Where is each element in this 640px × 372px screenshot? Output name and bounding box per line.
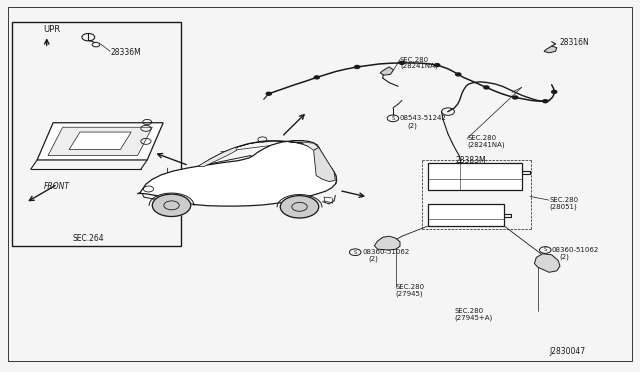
Text: SEC.264: SEC.264 bbox=[72, 234, 104, 243]
Text: SEC.280: SEC.280 bbox=[467, 135, 497, 141]
Circle shape bbox=[543, 100, 548, 103]
Circle shape bbox=[280, 196, 319, 218]
Polygon shape bbox=[138, 141, 337, 206]
Polygon shape bbox=[534, 254, 560, 272]
Text: (28051): (28051) bbox=[549, 203, 577, 210]
Text: SEC.280: SEC.280 bbox=[549, 197, 579, 203]
Polygon shape bbox=[198, 147, 237, 167]
Text: SEC.280: SEC.280 bbox=[400, 57, 429, 62]
Polygon shape bbox=[48, 127, 152, 155]
Circle shape bbox=[435, 64, 440, 67]
Text: (28241NA): (28241NA) bbox=[467, 142, 505, 148]
Circle shape bbox=[513, 96, 518, 99]
Circle shape bbox=[552, 90, 557, 93]
Circle shape bbox=[399, 61, 404, 64]
Circle shape bbox=[152, 194, 191, 217]
Circle shape bbox=[314, 76, 319, 79]
Text: 28336M: 28336M bbox=[110, 48, 141, 57]
Bar bbox=[12, 22, 181, 246]
Polygon shape bbox=[287, 141, 319, 150]
Polygon shape bbox=[69, 132, 131, 150]
Text: (2): (2) bbox=[407, 122, 417, 129]
Circle shape bbox=[266, 92, 271, 95]
Circle shape bbox=[355, 65, 360, 68]
Circle shape bbox=[484, 86, 489, 89]
Text: (2): (2) bbox=[369, 255, 378, 262]
Text: UPR: UPR bbox=[44, 25, 61, 34]
Polygon shape bbox=[37, 123, 163, 160]
Polygon shape bbox=[380, 67, 394, 75]
Polygon shape bbox=[374, 236, 400, 250]
Text: J2830047: J2830047 bbox=[549, 347, 585, 356]
Text: 08360-51062: 08360-51062 bbox=[552, 247, 599, 253]
Text: S: S bbox=[392, 116, 394, 121]
Text: 08360-51062: 08360-51062 bbox=[362, 249, 410, 255]
Bar bbox=[428, 204, 504, 226]
Text: SEC.280: SEC.280 bbox=[454, 308, 484, 314]
Text: S: S bbox=[544, 247, 547, 253]
Polygon shape bbox=[237, 141, 303, 147]
Circle shape bbox=[456, 73, 461, 76]
Text: SEC.280: SEC.280 bbox=[396, 284, 425, 290]
Text: (27945+A): (27945+A) bbox=[454, 314, 493, 321]
Polygon shape bbox=[544, 46, 557, 53]
Text: (28241NA): (28241NA) bbox=[400, 63, 438, 70]
Text: (27945): (27945) bbox=[396, 291, 423, 297]
Text: 08543-51242: 08543-51242 bbox=[400, 115, 447, 121]
Text: S: S bbox=[354, 250, 356, 255]
Bar bbox=[428, 163, 522, 190]
Text: 28383M: 28383M bbox=[456, 156, 486, 165]
Text: 28316N: 28316N bbox=[560, 38, 589, 47]
Polygon shape bbox=[314, 147, 335, 182]
Text: FRONT: FRONT bbox=[44, 182, 70, 191]
Text: (2): (2) bbox=[559, 253, 569, 260]
